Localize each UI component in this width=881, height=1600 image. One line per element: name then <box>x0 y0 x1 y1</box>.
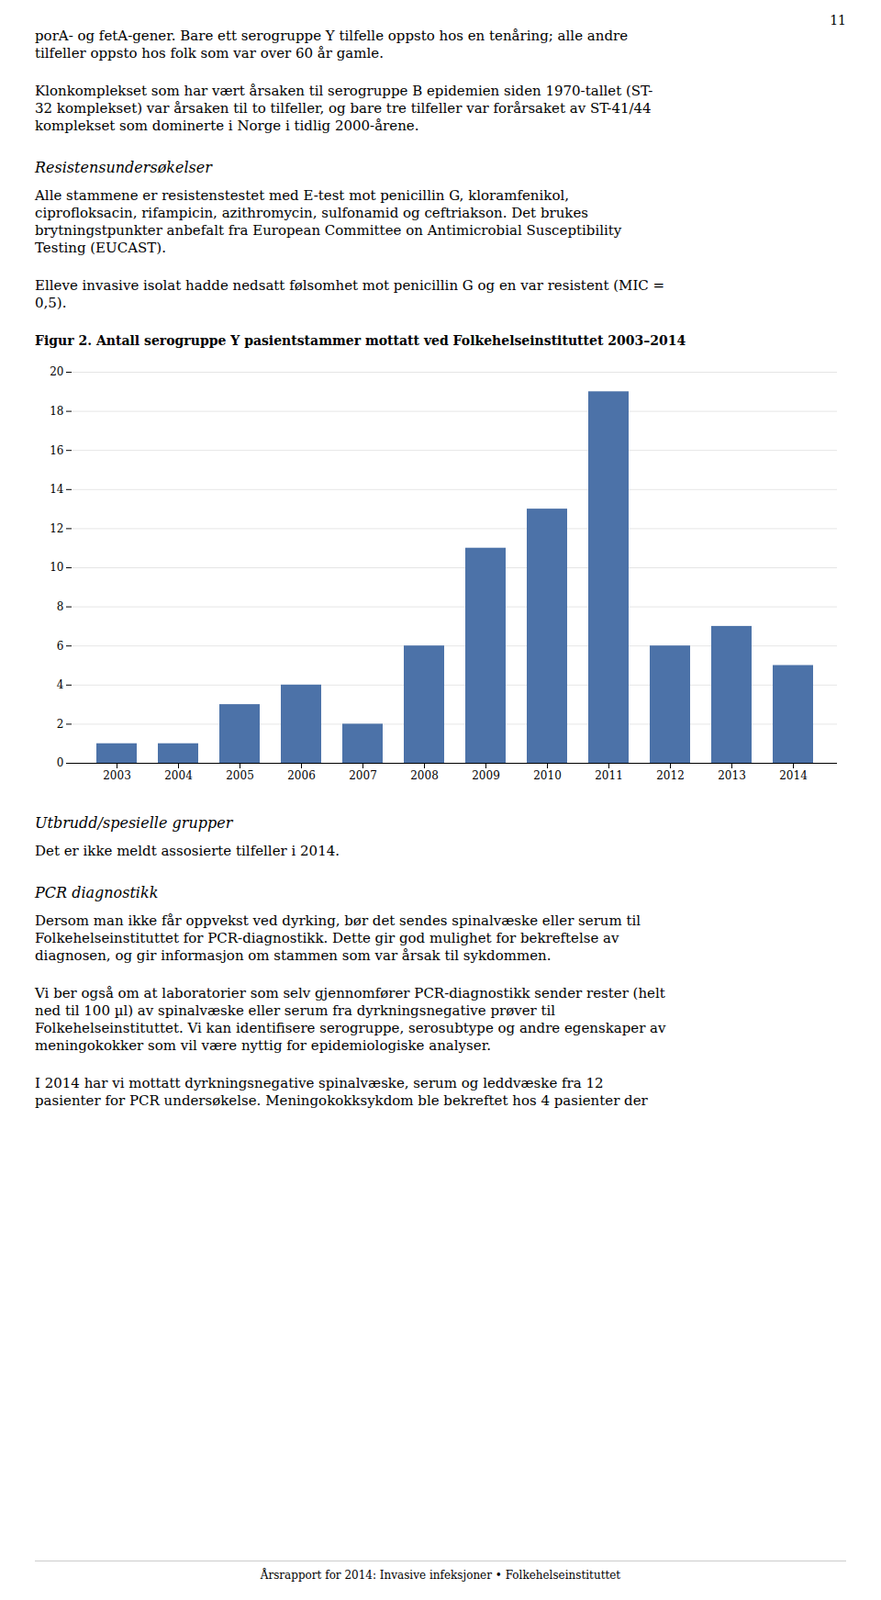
svg-text:2007: 2007 <box>348 769 378 782</box>
html-text:Vi ber også om at laboratorier: Vi ber også om at laboratorier som selv … <box>34 984 666 1054</box>
svg-text:2003: 2003 <box>102 769 132 782</box>
svg-text:16: 16 <box>49 444 64 458</box>
html-text:Årsrapport for 2014: Invasive: Årsrapport for 2014: Invasive infeksjone… <box>260 1568 621 1582</box>
svg-text:18: 18 <box>49 404 64 418</box>
svg-text:12: 12 <box>49 522 64 536</box>
html-text:Alle stammene er resistenstest: Alle stammene er resistenstestet med E-t… <box>34 187 622 257</box>
html-text:Resistensundersøkelser: Resistensundersøkelser <box>34 158 212 177</box>
html-text:I 2014 har vi mottatt dyrkning: I 2014 har vi mottatt dyrkningsnegative … <box>34 1074 648 1109</box>
svg-text:2: 2 <box>56 717 65 731</box>
html-text:Utbrudd/spesielle grupper: Utbrudd/spesielle grupper <box>34 814 233 832</box>
svg-text:4: 4 <box>56 678 65 692</box>
svg-text:2006: 2006 <box>287 769 316 782</box>
html-text:porA- og fetA-gener. Bare ett: porA- og fetA-gener. Bare ett serogruppe… <box>34 27 628 62</box>
svg-text:2010: 2010 <box>533 769 562 782</box>
svg-text:6: 6 <box>56 639 65 653</box>
svg-text:0: 0 <box>56 756 65 770</box>
svg-text:2004: 2004 <box>164 769 193 782</box>
html-text:Elleve invasive isolat hadde n: Elleve invasive isolat hadde nedsatt føl… <box>34 277 665 312</box>
svg-text:2009: 2009 <box>471 769 501 782</box>
html-text:Figur 2. Antall serogruppe Y p: Figur 2. Antall serogruppe Y pasientstam… <box>34 333 686 348</box>
html-text:Det er ikke meldt assosierte t: Det er ikke meldt assosierte tilfeller i… <box>34 842 340 859</box>
svg-text:2012: 2012 <box>656 769 685 782</box>
svg-text:8: 8 <box>56 600 65 614</box>
html-text:Klonkomplekset som har vært år: Klonkomplekset som har vært årsaken til … <box>34 82 653 134</box>
svg-text:2014: 2014 <box>779 769 808 782</box>
html-text:PCR diagnostikk: PCR diagnostikk <box>34 883 159 902</box>
svg-text:14: 14 <box>49 482 65 496</box>
svg-text:2011: 2011 <box>594 769 624 782</box>
svg-text:10: 10 <box>49 560 64 574</box>
svg-text:2005: 2005 <box>225 769 255 782</box>
svg-text:2013: 2013 <box>717 769 747 782</box>
svg-text:20: 20 <box>49 365 64 379</box>
html-text:11: 11 <box>829 12 847 28</box>
svg-text:2008: 2008 <box>410 769 439 782</box>
html-text:Dersom man ikke får oppvekst v: Dersom man ikke får oppvekst ved dyrking… <box>34 912 641 964</box>
